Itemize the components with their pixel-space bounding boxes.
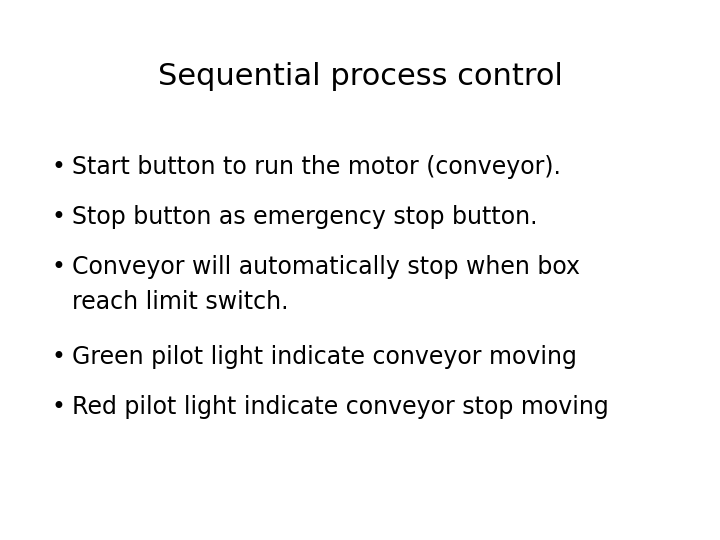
Text: Stop button as emergency stop button.: Stop button as emergency stop button. <box>72 205 538 229</box>
Text: Green pilot light indicate conveyor moving: Green pilot light indicate conveyor movi… <box>72 345 577 369</box>
Text: •: • <box>52 155 66 179</box>
Text: •: • <box>52 255 66 279</box>
Text: •: • <box>52 345 66 369</box>
Text: reach limit switch.: reach limit switch. <box>72 290 289 314</box>
Text: Red pilot light indicate conveyor stop moving: Red pilot light indicate conveyor stop m… <box>72 395 608 419</box>
Text: Conveyor will automatically stop when box: Conveyor will automatically stop when bo… <box>72 255 580 279</box>
Text: •: • <box>52 205 66 229</box>
Text: Start button to run the motor (conveyor).: Start button to run the motor (conveyor)… <box>72 155 561 179</box>
Text: Sequential process control: Sequential process control <box>158 62 562 91</box>
Text: •: • <box>52 395 66 419</box>
